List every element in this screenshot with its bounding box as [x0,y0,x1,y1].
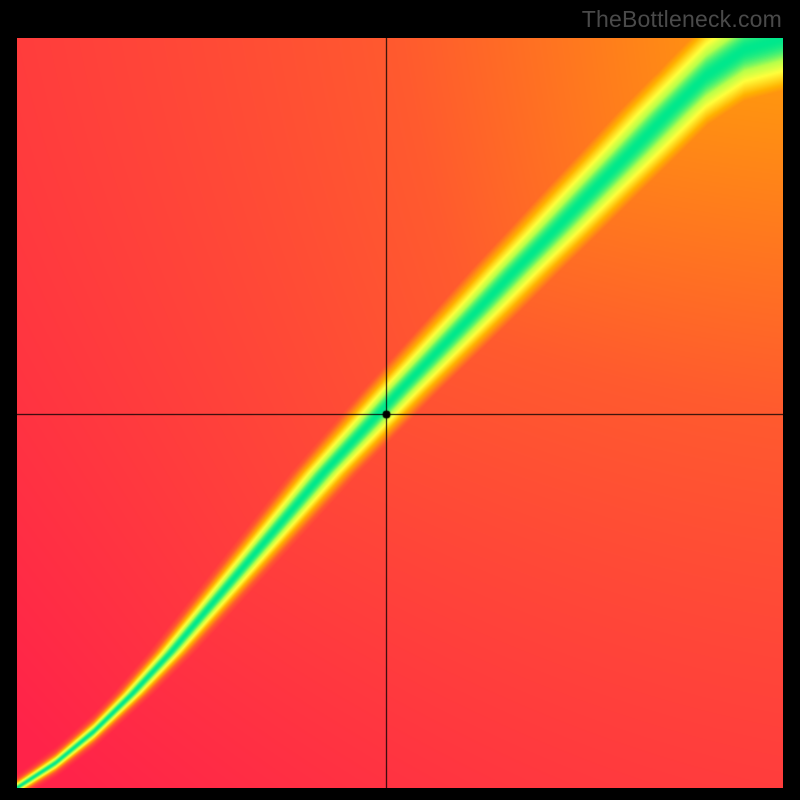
attribution-text: TheBottleneck.com [582,6,782,33]
bottleneck-heatmap [17,38,783,788]
chart-container: TheBottleneck.com [0,0,800,800]
